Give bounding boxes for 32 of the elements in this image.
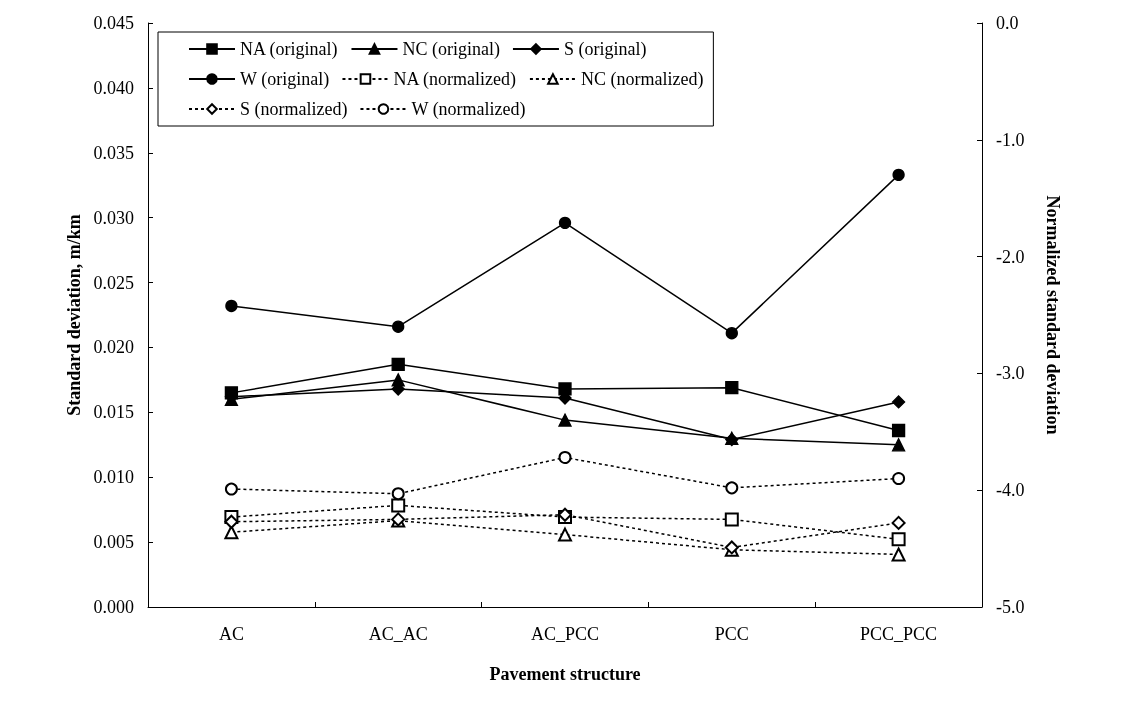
y2-tick-label: -2.0: [996, 246, 1025, 267]
y-tick-label: 0.005: [93, 532, 134, 553]
y2-tick-label: -5.0: [996, 597, 1025, 617]
legend-label: NA (original): [240, 39, 338, 60]
legend-label: NA (normalized): [393, 69, 516, 90]
x-tick-label: AC: [218, 624, 244, 644]
y2-axis-title: Normalized standard deviation: [1043, 195, 1063, 435]
y-tick-label: 0.000: [93, 597, 134, 617]
legend-label: W (original): [240, 69, 330, 90]
x-tick-label: AC_AC: [368, 624, 428, 644]
legend-label: NC (normalized): [580, 69, 704, 90]
y2-tick-label: -4.0: [996, 480, 1025, 501]
y-tick-label: 0.030: [93, 207, 134, 228]
y-tick-label: 0.040: [93, 77, 134, 98]
y-tick-label: 0.035: [93, 142, 134, 163]
legend-label: S (original): [563, 39, 647, 60]
x-tick-label: PCC: [714, 624, 749, 644]
y-tick-label: 0.020: [93, 337, 134, 358]
y-tick-label: 0.010: [93, 467, 134, 488]
y2-tick-label: -1.0: [996, 129, 1025, 150]
y-tick-label: 0.025: [93, 272, 134, 293]
legend-label: W (normalized): [411, 99, 526, 120]
y-tick-label: 0.045: [93, 13, 134, 33]
legend-label: NC (original): [402, 39, 500, 60]
y2-tick-label: -3.0: [996, 363, 1025, 384]
x-axis-title: Pavement structure: [489, 664, 641, 684]
y2-tick-label: 0.0: [996, 13, 1019, 33]
y-axis-title: Standard deviation, m/km: [63, 214, 84, 416]
legend-label: S (normalized): [240, 99, 348, 120]
x-tick-label: PCC_PCC: [860, 624, 938, 644]
x-tick-label: AC_PCC: [530, 624, 600, 644]
y-tick-label: 0.015: [93, 402, 134, 423]
